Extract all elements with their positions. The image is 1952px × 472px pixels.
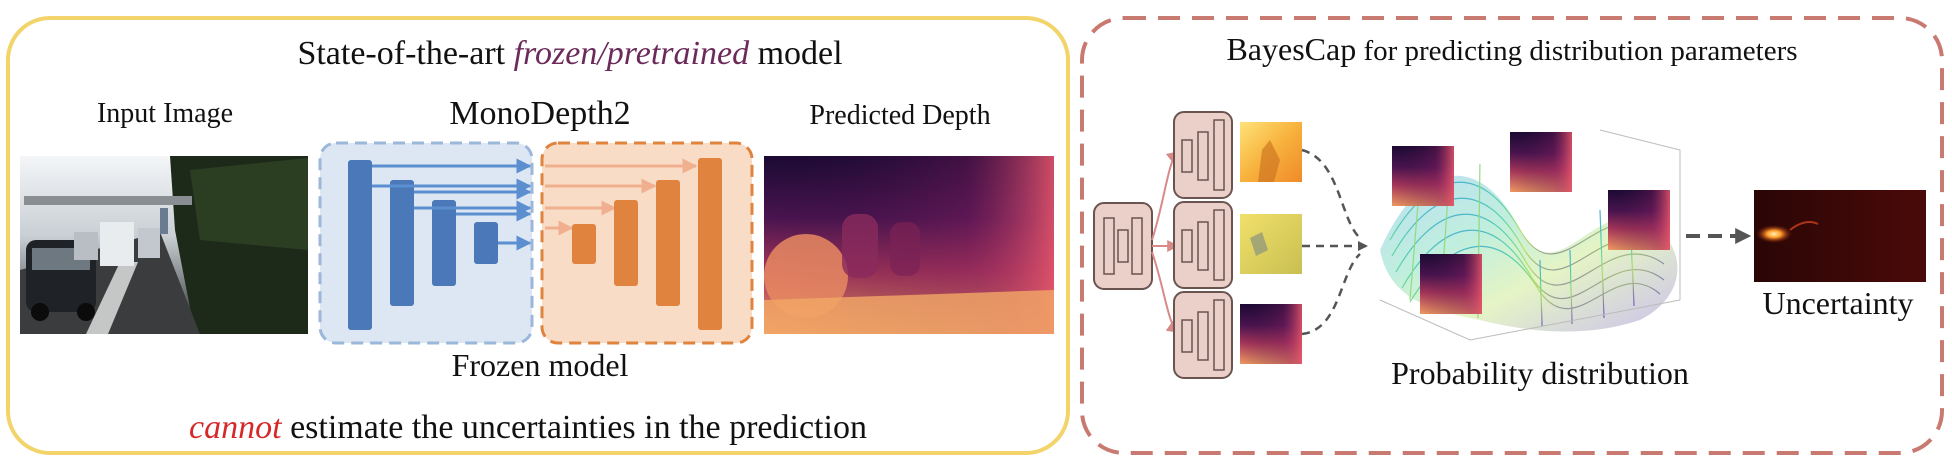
decoder-layer-1 <box>572 224 596 264</box>
distribution-sample-4 <box>1420 254 1482 314</box>
right-panel-title: BayesCap for predicting distribution par… <box>1226 31 1797 67</box>
distribution-sample-3 <box>1608 190 1670 250</box>
probability-distribution-label: Probability distribution <box>1391 355 1689 391</box>
param-map-3 <box>1240 304 1302 364</box>
distribution-sample-1 <box>1392 146 1454 206</box>
encoder-layer-1 <box>348 160 372 330</box>
uncertainty-label: Uncertainty <box>1762 285 1913 321</box>
bayescap-head-3 <box>1173 291 1233 379</box>
left-panel-title: State-of-the-art frozen/pretrained model <box>297 35 842 72</box>
left-panel-border <box>6 16 1070 455</box>
decoder-layer-3 <box>656 180 680 306</box>
right-panel-border <box>1080 16 1944 455</box>
input-road-image <box>20 156 308 334</box>
predicted-depth-map <box>764 156 1054 334</box>
distribution-sample-2 <box>1510 132 1572 192</box>
bayescap-head-2 <box>1173 201 1233 289</box>
param-map-2 <box>1240 214 1302 274</box>
encoder-layer-4 <box>474 222 498 264</box>
left-panel-caption: cannot estimate the uncertainties in the… <box>189 409 867 446</box>
predicted-depth-label: Predicted Depth <box>809 100 990 131</box>
network-label: MonoDepth2 <box>449 95 630 132</box>
bayescap-input-block <box>1093 202 1153 290</box>
bayescap-head-1 <box>1173 111 1233 199</box>
decoder-layer-4 <box>698 158 722 330</box>
decoder-arrows <box>545 158 698 236</box>
decoder-layer-2 <box>614 200 638 286</box>
uncertainty-map <box>1754 190 1926 282</box>
param-map-1 <box>1240 122 1302 182</box>
frozen-model-label: Frozen model <box>452 347 629 383</box>
skip-connection-arrows <box>372 158 532 251</box>
to-distribution-arrows <box>1301 148 1368 336</box>
encoder-layer-3 <box>432 200 456 286</box>
input-image-label: Input Image <box>97 98 233 129</box>
encoder-layer-2 <box>390 180 414 306</box>
